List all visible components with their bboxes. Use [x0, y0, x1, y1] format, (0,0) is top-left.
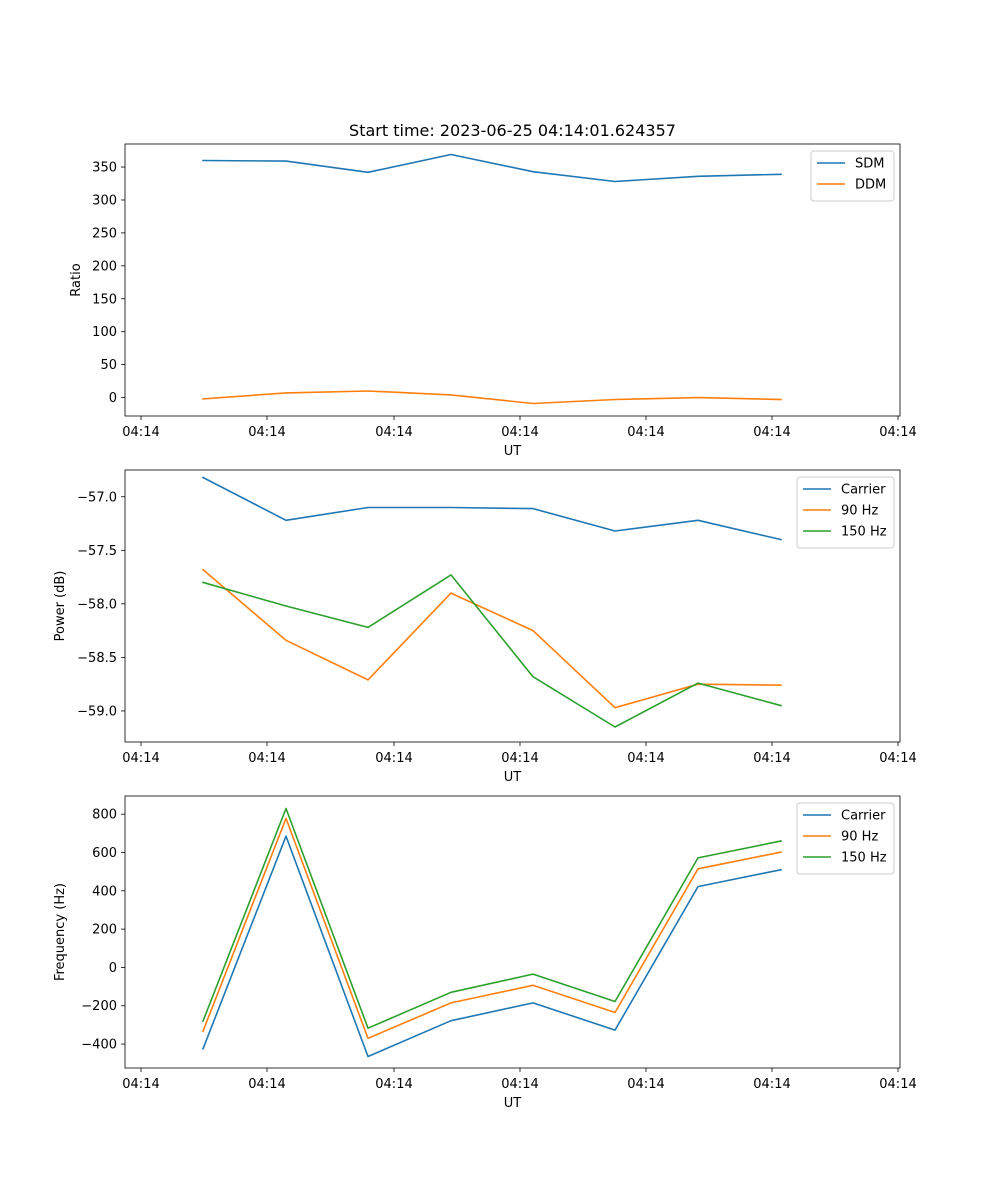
x-axis-label: UT	[504, 444, 522, 459]
x-axis-label: UT	[504, 770, 522, 785]
x-axis-label: UT	[504, 1096, 522, 1111]
axes-frame	[124, 143, 901, 417]
series-line-150-hz	[201, 807, 782, 1029]
x-tick-label: 04:14	[753, 425, 790, 440]
x-tick-label: 04:14	[248, 751, 285, 766]
legend: Carrier 90 Hz 150 Hz	[796, 476, 895, 549]
x-tick-label: 04:14	[375, 425, 412, 440]
y-tick-label: 200	[92, 923, 117, 938]
series-line-150-hz	[202, 574, 782, 728]
x-tick-label: 04:14	[627, 425, 664, 440]
x-tick-label: 04:14	[753, 751, 790, 766]
y-tick-label: 50	[100, 358, 117, 373]
x-tick-label: 04:14	[879, 751, 916, 766]
x-tick-label: 04:14	[375, 751, 412, 766]
y-tick-label: −57.5	[77, 544, 117, 559]
y-tick-label: 800	[92, 808, 117, 823]
y-tick-label: −400	[81, 1038, 117, 1053]
subplot-2: 04:14 04:14 04:14 04:14 04:14 04:14 04:14 −57.0…	[53, 469, 917, 785]
y-tick-label: −59.0	[77, 704, 117, 719]
y-axis-label: Ratio	[69, 263, 84, 296]
chart-title: Start time: 2023-06-25 04:14:01.624357	[349, 121, 676, 140]
y-tick-label: 0	[109, 961, 117, 976]
legend-entry: Carrier	[841, 483, 886, 498]
series-line-90-hz	[201, 568, 782, 709]
y-tick-label: 600	[92, 846, 117, 861]
plots: 04:14 04:14 04:14 04:14 04:14 04:14 04:14 0 50 10…	[53, 143, 917, 1111]
x-tick-label: 04:14	[122, 425, 159, 440]
y-tick-label: 200	[92, 259, 117, 274]
y-tick-label: −58.0	[77, 597, 117, 612]
x-tick-label: 04:14	[753, 1077, 790, 1092]
legend-entry: 90 Hz	[841, 830, 878, 845]
y-axis-label: Power (dB)	[53, 571, 68, 642]
legend-entry: 150 Hz	[841, 525, 887, 540]
legend-entry: 150 Hz	[841, 851, 887, 866]
legend-entry: DDM	[855, 178, 886, 193]
y-tick-label: 150	[92, 292, 117, 307]
x-tick-label: 04:14	[375, 1077, 412, 1092]
y-tick-label: 250	[92, 226, 117, 241]
legend: Carrier 90 Hz 150 Hz	[796, 802, 895, 875]
x-tick-label: 04:14	[501, 751, 538, 766]
x-tick-label: 04:14	[879, 1077, 916, 1092]
x-tick-label: 04:14	[122, 1077, 159, 1092]
legend-entry: Carrier	[841, 809, 886, 824]
x-tick-label: 04:14	[627, 751, 664, 766]
x-tick-label: 04:14	[627, 1077, 664, 1092]
series-line-sdm	[202, 153, 782, 183]
series-line-carrier	[201, 476, 782, 541]
x-tick-label: 04:14	[501, 1077, 538, 1092]
x-tick-label: 04:14	[122, 751, 159, 766]
axes-frame	[124, 469, 901, 743]
y-tick-label: −57.0	[77, 490, 117, 505]
legend: SDM DDM	[810, 150, 895, 202]
subplot-3: 04:14 04:14 04:14 04:14 04:14 04:14 04:14 −400 −…	[53, 795, 917, 1111]
y-tick-label: −58.5	[77, 651, 117, 666]
y-tick-label: 300	[92, 193, 117, 208]
x-tick-label: 04:14	[248, 1077, 285, 1092]
x-tick-label: 04:14	[501, 425, 538, 440]
x-tick-label: 04:14	[879, 425, 916, 440]
y-tick-label: 400	[92, 884, 117, 899]
legend-entry: SDM	[855, 157, 884, 172]
series-line-90-hz	[201, 817, 782, 1040]
y-tick-label: 350	[92, 161, 117, 176]
series-line-carrier	[201, 835, 782, 1058]
x-tick-label: 04:14	[248, 425, 285, 440]
y-axis-label: Frequency (Hz)	[53, 883, 68, 981]
y-tick-label: −200	[81, 999, 117, 1014]
subplot-1: 04:14 04:14 04:14 04:14 04:14 04:14 04:14 0 50 10…	[69, 143, 917, 459]
axes-frame	[124, 795, 901, 1069]
y-tick-label: 100	[92, 325, 117, 340]
series-line-ddm	[202, 390, 782, 405]
legend-entry: 90 Hz	[841, 504, 878, 519]
y-tick-label: 0	[109, 391, 117, 406]
